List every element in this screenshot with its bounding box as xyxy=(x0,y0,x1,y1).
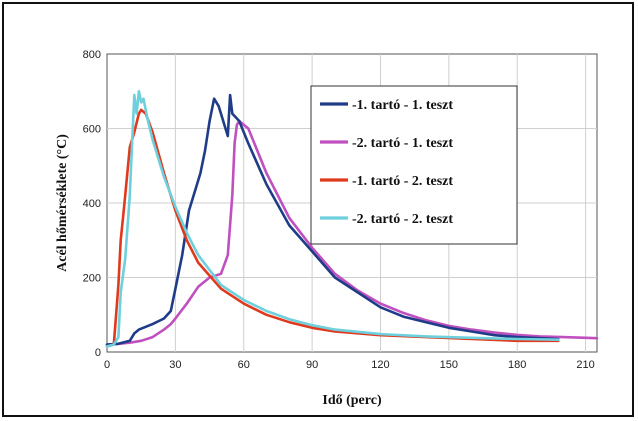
series-line xyxy=(105,119,599,346)
series-line xyxy=(105,93,560,346)
legend: -1. tartó - 1. teszt -2. tartó - 1. teszt… xyxy=(310,85,518,245)
y-axis-title: Acél hőmérséklete (°C) xyxy=(55,134,70,272)
x-tick-label: 60 xyxy=(238,359,250,371)
x-tick-label: 180 xyxy=(508,359,526,371)
y-tick-label: 400 xyxy=(83,198,101,210)
y-tick-label: 800 xyxy=(83,49,101,61)
x-tick-label: 30 xyxy=(169,359,181,371)
x-tick-label: 150 xyxy=(440,359,458,371)
y-tick-label: 0 xyxy=(95,347,101,359)
y-tick-label: 200 xyxy=(83,273,101,285)
legend-label: -2. tartó - 2. teszt xyxy=(352,212,453,227)
y-tick-label: 600 xyxy=(83,124,101,136)
legend-box xyxy=(310,85,518,245)
x-tick-label: 120 xyxy=(371,359,389,371)
legend-label: -1. tartó - 1. teszt xyxy=(352,98,453,113)
x-tick-label: 210 xyxy=(576,359,594,371)
x-tick-label: 90 xyxy=(306,359,318,371)
x-axis-title: Idő (perc) xyxy=(322,393,382,408)
series-line xyxy=(105,90,560,348)
tick-labels: 0 200 400 600 800 0 30 60 90 120 150 180 210 xyxy=(83,49,595,371)
series-lines xyxy=(105,90,599,348)
legend-label: -1. tartó - 2. teszt xyxy=(352,174,453,189)
series-line xyxy=(105,108,560,348)
x-tick-label: 0 xyxy=(104,359,110,371)
legend-label: -2. tartó - 1. teszt xyxy=(352,136,453,151)
